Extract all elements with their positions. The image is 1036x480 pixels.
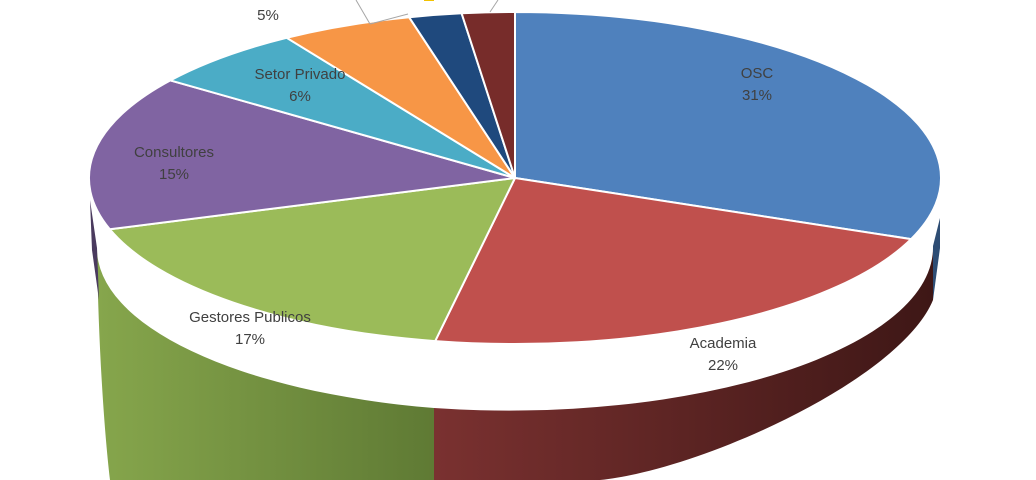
label-value-setor-privado: 6%: [289, 88, 311, 105]
label-value-academia: 22%: [708, 357, 738, 374]
label-value-osc: 31%: [742, 87, 772, 104]
slice-side-academia: [434, 246, 934, 480]
slice-labels: OSC 31% Academia 22% Gestores Publicos 1…: [134, 7, 773, 374]
slice-setor-privado: [169, 36, 516, 179]
slice-gestores-publicos: [108, 177, 516, 343]
slice-unlabeled-7: [460, 10, 516, 179]
slice-academia: [434, 177, 913, 346]
pie-slices: [87, 10, 942, 346]
label-value-gestores-publicos: 17%: [235, 331, 265, 348]
slice-side-consultores: [90, 200, 99, 300]
leader-line-dark-red: [489, 0, 499, 13]
pie-sides: [90, 200, 940, 480]
label-name-academia: Academia: [690, 335, 757, 352]
slice-side-osc: [933, 218, 940, 300]
slice-osc: [514, 11, 942, 241]
slice-side-gestores-publicos: [96, 248, 434, 480]
label-name-consultores: Consultores: [134, 144, 214, 161]
slice-consultores: [87, 79, 516, 231]
leader-lines: [355, 0, 499, 25]
label-value-orange: 5%: [257, 7, 279, 24]
label-value-consultores: 15%: [159, 166, 189, 183]
label-name-setor-privado: Setor Privado: [255, 66, 346, 83]
leader-line-orange: [355, 0, 371, 25]
label-name-gestores-publicos: Gestores Publicos: [189, 309, 311, 326]
label-name-osc: OSC: [741, 65, 774, 82]
leader-line-orange-2: [369, 13, 409, 25]
